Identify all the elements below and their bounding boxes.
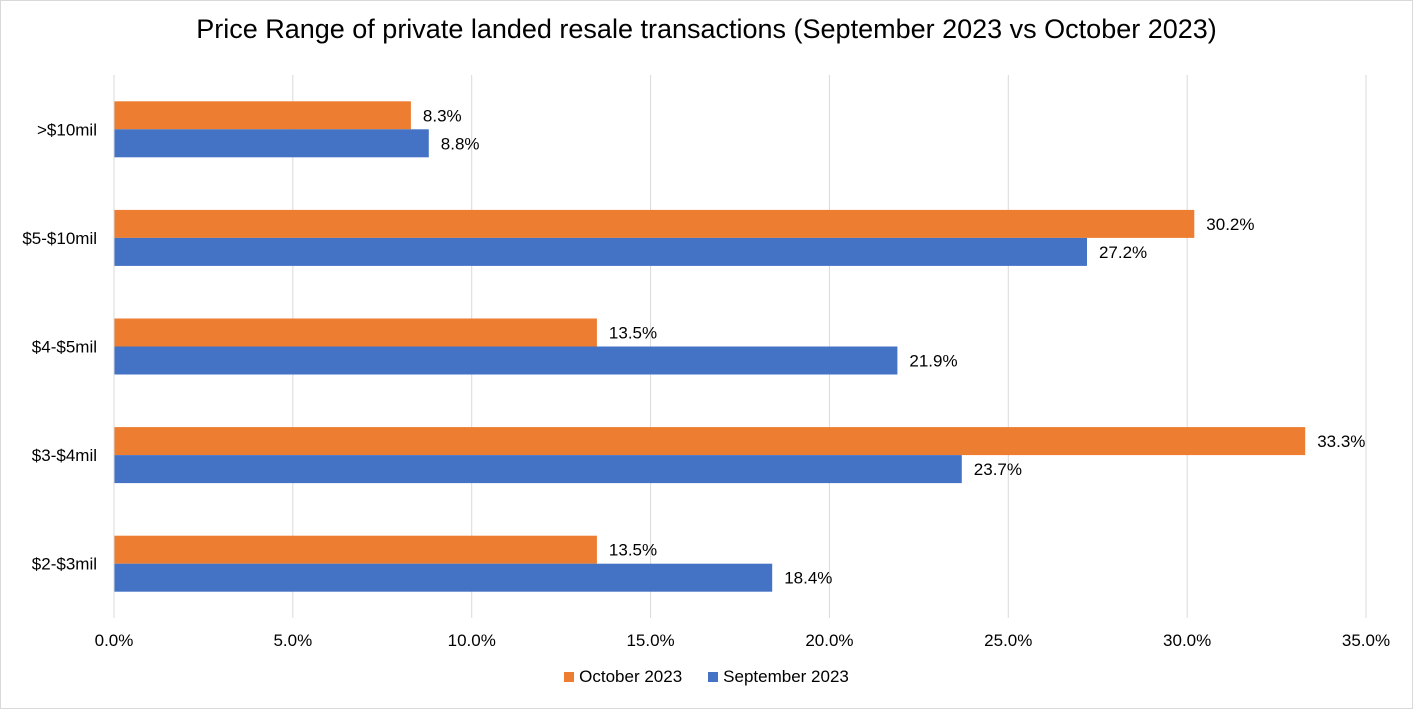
- data-label-september-2023: 23.7%: [974, 460, 1022, 479]
- data-label-october-2023: 33.3%: [1317, 432, 1365, 451]
- bar-october-2023: [114, 101, 411, 130]
- x-tick-label: 5.0%: [273, 631, 312, 650]
- chart-title: Price Range of private landed resale tra…: [196, 14, 1217, 44]
- x-tick-label: 15.0%: [626, 631, 674, 650]
- data-label-october-2023: 13.5%: [609, 324, 657, 343]
- data-label-october-2023: 30.2%: [1206, 215, 1254, 234]
- bar-september-2023: [114, 237, 1087, 266]
- category-label: $3-$4mil: [32, 446, 97, 465]
- x-tick-label: 30.0%: [1163, 631, 1211, 650]
- category-label: $4-$5mil: [32, 338, 97, 357]
- bar-september-2023: [114, 563, 773, 592]
- data-label-september-2023: 18.4%: [784, 569, 832, 588]
- bar-september-2023: [114, 129, 429, 158]
- bar-october-2023: [114, 535, 597, 564]
- legend-swatch: [564, 672, 575, 682]
- bar-september-2023: [114, 455, 962, 484]
- bar-october-2023: [114, 209, 1195, 238]
- bar-october-2023: [114, 427, 1306, 456]
- data-label-september-2023: 21.9%: [909, 352, 957, 371]
- data-label-october-2023: 8.3%: [423, 106, 462, 125]
- x-tick-label: 20.0%: [805, 631, 853, 650]
- category-label: >$10mil: [37, 120, 97, 139]
- x-tick-label: 35.0%: [1342, 631, 1390, 650]
- legend-item: September 2023: [708, 667, 849, 687]
- legend-swatch: [708, 672, 719, 682]
- data-label-october-2023: 13.5%: [609, 541, 657, 560]
- category-label: $2-$3mil: [32, 555, 97, 574]
- legend-label: October 2023: [579, 667, 683, 686]
- x-tick-label: 0.0%: [95, 631, 134, 650]
- data-label-september-2023: 27.2%: [1099, 243, 1147, 262]
- bar-september-2023: [114, 346, 898, 375]
- bar-october-2023: [114, 318, 597, 347]
- x-tick-label: 25.0%: [984, 631, 1032, 650]
- data-label-september-2023: 8.8%: [441, 134, 480, 153]
- legend-label: September 2023: [723, 667, 849, 686]
- legend-item: October 2023: [564, 667, 682, 687]
- category-label: $5-$10mil: [22, 229, 97, 248]
- chart-legend: October 2023 September 2023: [0, 667, 1413, 687]
- x-tick-label: 10.0%: [448, 631, 496, 650]
